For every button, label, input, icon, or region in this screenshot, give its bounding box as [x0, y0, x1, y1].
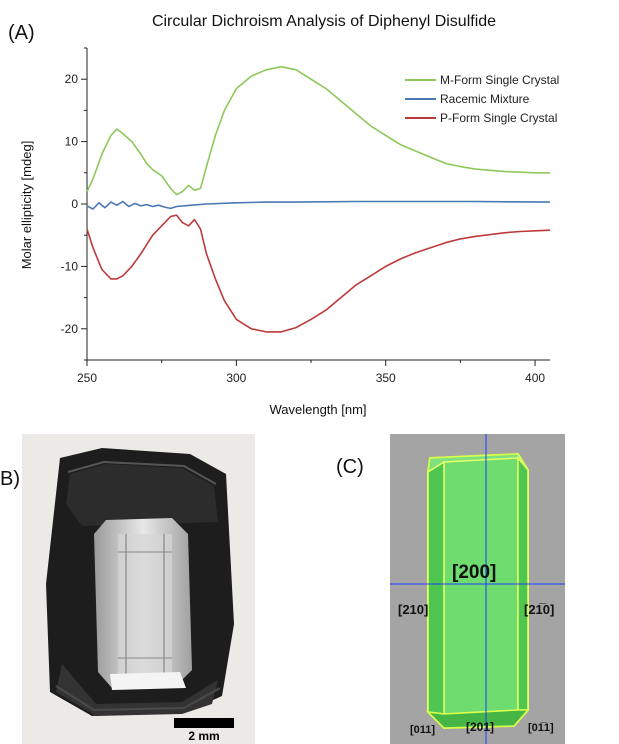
y-tick-label: 0 [71, 197, 78, 211]
panel-b-label: B) [0, 468, 20, 490]
face-label-011: [011] [410, 724, 436, 736]
chart-title: Circular Dichroism Analysis of Diphenyl … [152, 13, 496, 30]
y-tick-label: 20 [65, 72, 79, 86]
y-tick-label: -20 [61, 322, 79, 336]
x-tick-label: 350 [376, 371, 396, 385]
x-tick-label: 400 [525, 371, 545, 385]
series-line-1 [86, 65, 550, 196]
series-line-3 [86, 214, 551, 333]
x-axis-label: Wavelength [nm] [269, 402, 366, 417]
cd-spectrum-chart: Circular Dichroism Analysis of Diphenyl … [19, 13, 559, 417]
face-label-210: [210] [398, 602, 429, 617]
series-line-2 [86, 200, 551, 210]
chart-legend: M-Form Single Crystal Racemic Mixture P-Fo… [405, 73, 559, 125]
chart-series [86, 65, 551, 333]
crystal-model-drawing [390, 434, 565, 744]
crystal-photo: 2 mm [22, 434, 255, 744]
crystal-photo-image [46, 448, 234, 716]
legend-label: Racemic Mixture [440, 92, 530, 106]
scale-bar-label: 2 mm [188, 729, 220, 743]
y-axis-label: Molar ellipticity [mdeg] [19, 141, 34, 270]
face-label-0-11: [01̅1] [528, 722, 554, 734]
x-tick-label: 250 [77, 371, 97, 385]
face-label-201: [201] [466, 720, 495, 734]
face-label-200: [200] [452, 562, 497, 583]
panel-c-label: (C) [336, 456, 364, 478]
face-label-2-10: [21̅0] [524, 602, 555, 617]
panel-a-label: (A) [8, 22, 35, 44]
chart-axes: -20 -10 0 10 20 250 300 350 400 [61, 47, 550, 385]
legend-label: P-Form Single Crystal [440, 111, 557, 125]
x-tick-label: 300 [226, 371, 246, 385]
legend-label: M-Form Single Crystal [440, 73, 559, 87]
scale-bar [174, 718, 234, 728]
y-tick-label: 10 [65, 135, 79, 149]
y-tick-label: -10 [61, 259, 79, 273]
crystal-model: [200] [210] [21̅0] [011] [201] [01̅1] [390, 434, 565, 744]
